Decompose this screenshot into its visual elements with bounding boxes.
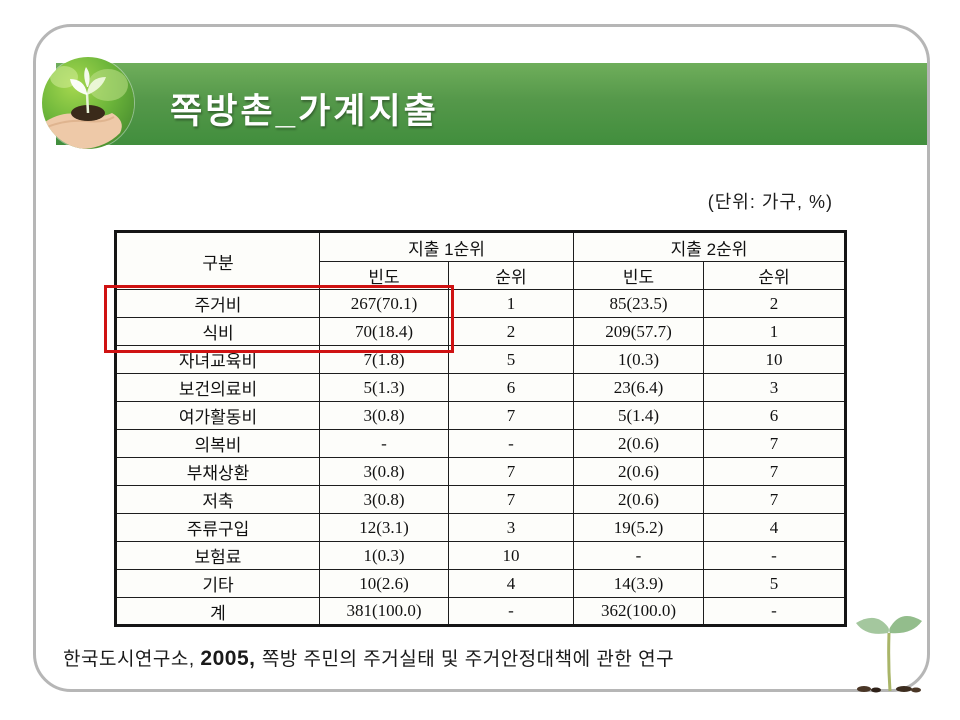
category-cell: 부채상환 — [115, 457, 320, 486]
table-row: 기타 10(2.6) 4 14(3.9) 5 — [115, 569, 846, 598]
value-cell: 1 — [448, 289, 574, 318]
value-cell: 7 — [448, 457, 574, 486]
value-cell: 3 — [448, 513, 574, 542]
page-title: 쪽방촌_가계지출 — [170, 92, 439, 131]
group-header-cell: 지출 1순위 — [319, 231, 574, 262]
value-cell: 6 — [448, 373, 574, 402]
value-cell: 7 — [703, 457, 846, 486]
table-unit-label: (단위: 가구, %) — [707, 192, 833, 212]
value-cell: 267(70.1) — [319, 289, 449, 318]
seedling-icon — [856, 616, 922, 693]
category-cell: 기타 — [115, 569, 320, 598]
table-row: 부채상환 3(0.8) 7 2(0.6) 7 — [115, 457, 846, 486]
value-cell: - — [703, 597, 846, 626]
value-cell: 2 — [703, 289, 846, 318]
value-cell: 5(1.4) — [573, 401, 704, 430]
value-cell: 4 — [703, 513, 846, 542]
category-cell: 보험료 — [115, 541, 320, 570]
value-cell: - — [703, 541, 846, 570]
table-row: 저축 3(0.8) 7 2(0.6) 7 — [115, 485, 846, 514]
value-cell: 362(100.0) — [573, 597, 704, 626]
value-cell: 14(3.9) — [573, 569, 704, 598]
value-cell: 209(57.7) — [573, 317, 704, 346]
citation-source: 한국도시연구소, — [63, 649, 201, 670]
expenditure-table: 구분 지출 1순위 지출 2순위 빈도 순위 빈도 순위 주거비 267(70.1… — [114, 230, 847, 627]
value-cell: 19(5.2) — [573, 513, 704, 542]
category-cell: 식비 — [115, 317, 320, 346]
value-cell: 1(0.3) — [573, 345, 704, 374]
value-cell: 3(0.8) — [319, 457, 449, 486]
value-cell: 7 — [448, 485, 574, 514]
value-cell: 5(1.3) — [319, 373, 449, 402]
category-cell: 의복비 — [115, 429, 320, 458]
category-cell: 보건의료비 — [115, 373, 320, 402]
value-cell: 12(3.1) — [319, 513, 449, 542]
value-cell: - — [448, 597, 574, 626]
value-cell: 2(0.6) — [573, 429, 704, 458]
corner-header-cell: 구분 — [115, 231, 320, 290]
source-citation: 한국도시연구소, 2005, 쪽방 주민의 주거실태 및 주거안정대책에 관한 … — [63, 644, 863, 671]
table-row: 주거비 267(70.1) 1 85(23.5) 2 — [115, 289, 846, 318]
value-cell: 3(0.8) — [319, 485, 449, 514]
value-cell: - — [573, 541, 704, 570]
slide-header-bar: 쪽방촌_가계지출 — [56, 63, 927, 145]
sub-header-cell: 빈도 — [573, 261, 704, 290]
hands-holding-plant-image — [42, 57, 134, 149]
table-group-header-row: 구분 지출 1순위 지출 2순위 — [115, 231, 846, 290]
value-cell: 1 — [703, 317, 846, 346]
category-cell: 주류구입 — [115, 513, 320, 542]
table-row: 여가활동비 3(0.8) 7 5(1.4) 6 — [115, 401, 846, 430]
category-cell: 자녀교육비 — [115, 345, 320, 374]
table-row: 보험료 1(0.3) 10- - — [115, 541, 846, 570]
value-cell: 7(1.8) — [319, 345, 449, 374]
value-cell: - — [319, 429, 449, 458]
value-cell: 10 — [703, 345, 846, 374]
table-row: 계 381(100.0) -362(100.0) - — [115, 597, 846, 626]
value-cell: 3(0.8) — [319, 401, 449, 430]
value-cell: 1(0.3) — [319, 541, 449, 570]
table-row: 식비 70(18.4) 2 209(57.7) 1 — [115, 317, 846, 346]
value-cell: 381(100.0) — [319, 597, 449, 626]
value-cell: 85(23.5) — [573, 289, 704, 318]
value-cell: 2 — [448, 317, 574, 346]
value-cell: 7 — [448, 401, 574, 430]
value-cell: 7 — [703, 485, 846, 514]
value-cell: 2(0.6) — [573, 457, 704, 486]
category-cell: 여가활동비 — [115, 401, 320, 430]
citation-year: 2005, — [200, 647, 262, 670]
value-cell: 10(2.6) — [319, 569, 449, 598]
hands-holding-plant-graphic — [42, 66, 128, 149]
value-cell: 6 — [703, 401, 846, 430]
value-cell: 70(18.4) — [319, 317, 449, 346]
sub-header-cell: 순위 — [448, 261, 574, 290]
value-cell: 23(6.4) — [573, 373, 704, 402]
category-cell: 주거비 — [115, 289, 320, 318]
table-body: 주거비 267(70.1) 1 85(23.5) 2 식비 70(18.4) 2 209(57.… — [115, 289, 846, 626]
category-cell: 계 — [115, 597, 320, 626]
table-row: 보건의료비 5(1.3) 6 23(6.4) 3 — [115, 373, 846, 402]
group-header-cell: 지출 2순위 — [573, 231, 846, 262]
sub-header-cell: 빈도 — [319, 261, 449, 290]
sub-header-cell: 순위 — [703, 261, 846, 290]
value-cell: 7 — [703, 429, 846, 458]
citation-title: 쪽방 주민의 주거실태 및 주거안정대책에 관한 연구 — [261, 649, 675, 670]
table-row: 주류구입 12(3.1) 3 19(5.2) 4 — [115, 513, 846, 542]
value-cell: 5 — [448, 345, 574, 374]
value-cell: 3 — [703, 373, 846, 402]
value-cell: 4 — [448, 569, 574, 598]
table-row: 의복비 - -2(0.6) 7 — [115, 429, 846, 458]
category-cell: 저축 — [115, 485, 320, 514]
table-row: 자녀교육비 7(1.8) 5 1(0.3) 10 — [115, 345, 846, 374]
value-cell: 2(0.6) — [573, 485, 704, 514]
value-cell: 10 — [448, 541, 574, 570]
value-cell: 5 — [703, 569, 846, 598]
value-cell: - — [448, 429, 574, 458]
